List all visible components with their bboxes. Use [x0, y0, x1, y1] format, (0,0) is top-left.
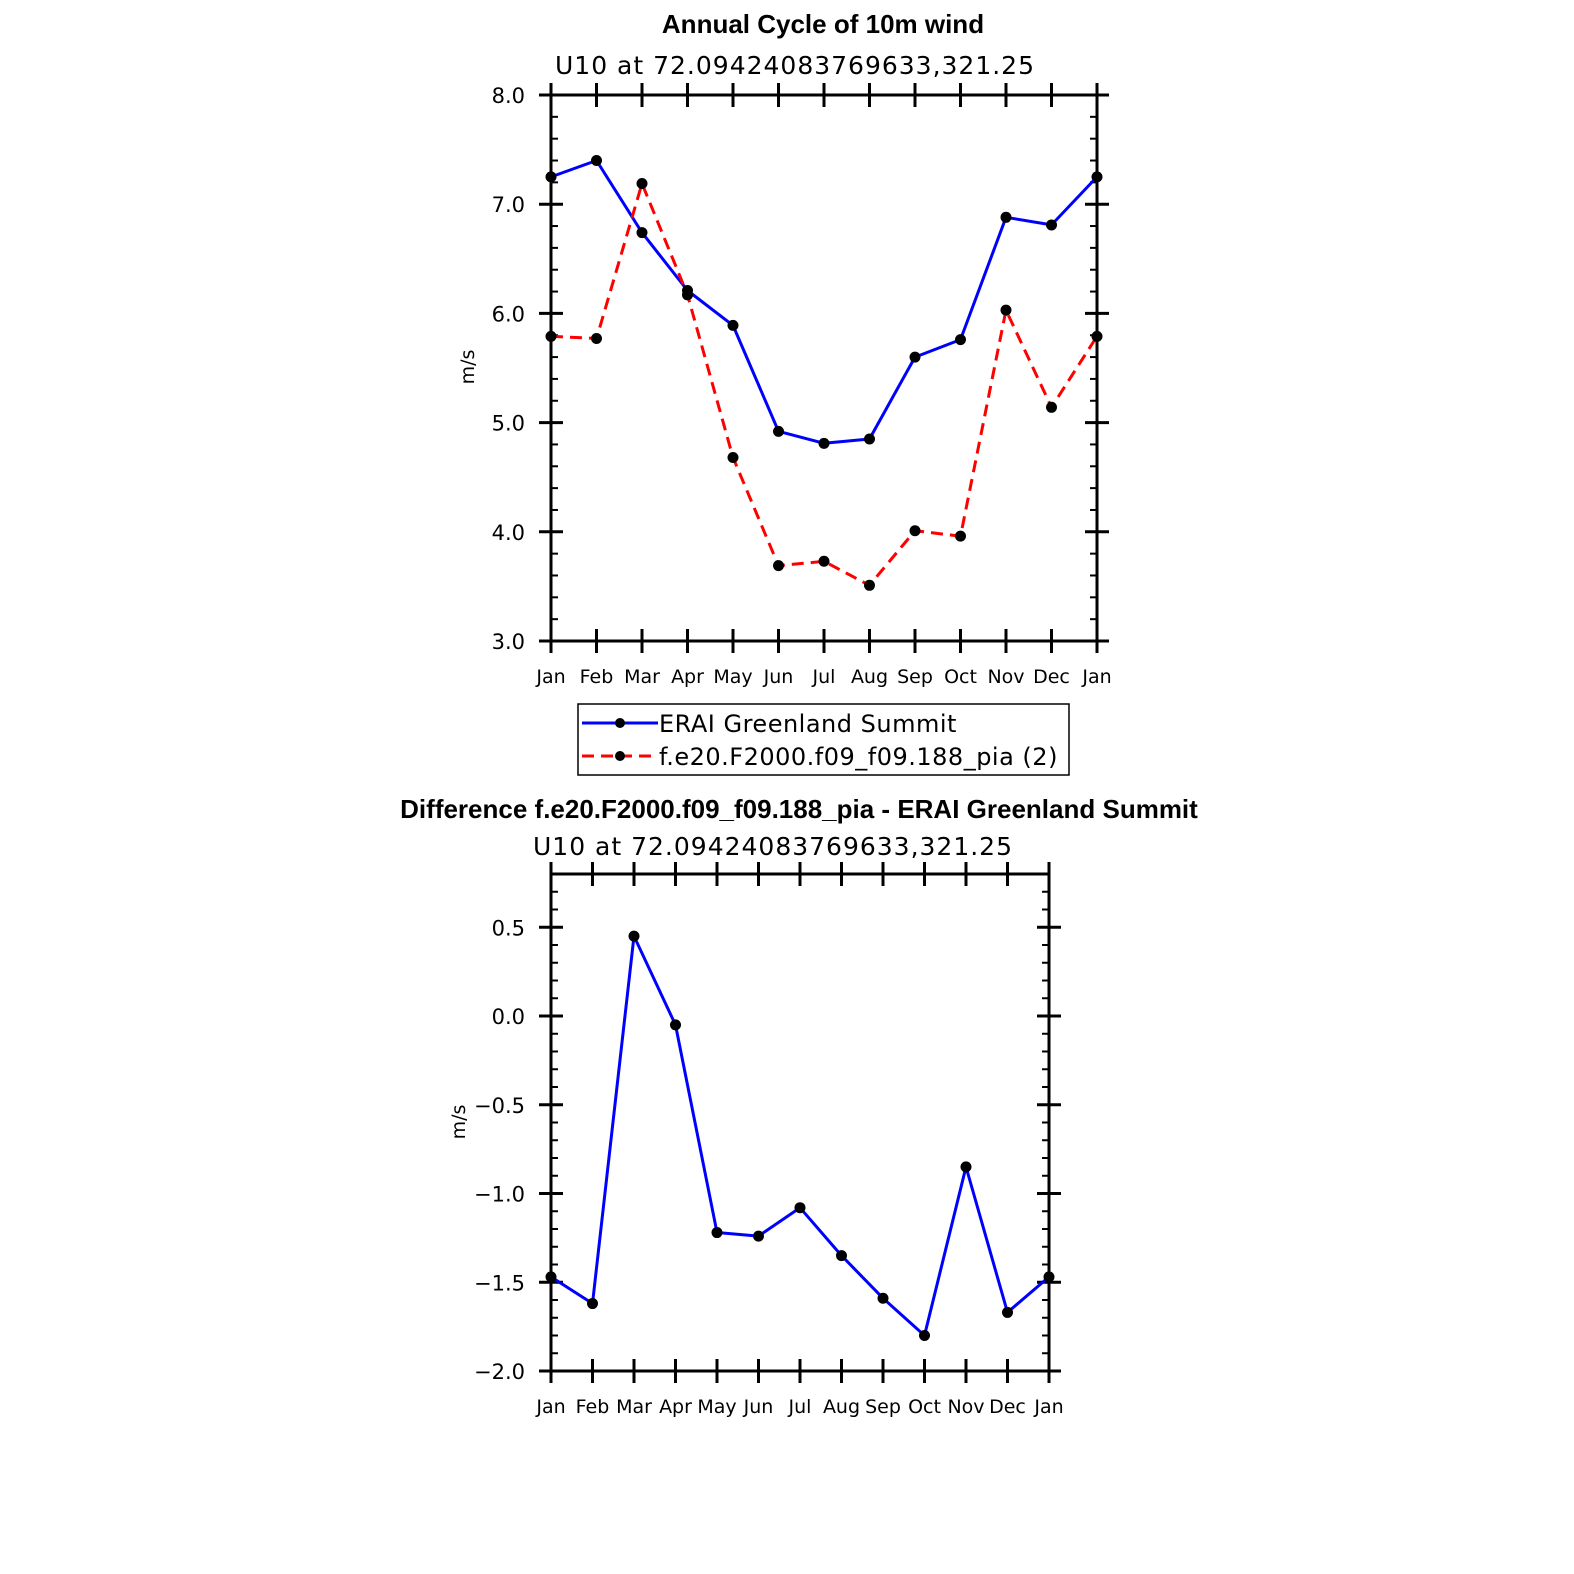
x-tick-label: Jun: [743, 1396, 774, 1418]
plot-frame: [549, 93, 1099, 643]
data-point: [753, 1230, 764, 1242]
x-tick-label: Jul: [812, 666, 836, 688]
data-point: [1046, 219, 1057, 231]
y-axis-label: m/s: [448, 1105, 470, 1140]
difference-chart: Difference f.e20.F2000.f09_f09.188_pia -…: [400, 794, 1198, 1418]
data-point: [818, 555, 830, 567]
x-tick-label: Dec: [1033, 666, 1070, 688]
x-tick-label: Jul: [788, 1396, 812, 1418]
x-tick-label: Jan: [1033, 1396, 1063, 1418]
y-tick-label: 0.0: [492, 1005, 525, 1029]
y-tick-labels: 3.0 4.0 5.0 6.0 7.0 8.0: [492, 84, 525, 654]
data-point: [670, 1019, 681, 1031]
data-point: [636, 227, 648, 239]
x-tick-label: Oct: [944, 666, 977, 688]
y-tick-label: −2.0: [474, 1360, 525, 1384]
y-tick-label: 5.0: [492, 412, 525, 436]
data-point: [877, 1292, 889, 1304]
series-layer: [545, 930, 1055, 1341]
x-tick-label: Nov: [947, 1396, 984, 1418]
axis-ticks: [539, 83, 1109, 653]
legend: ERAI Greenland Summit f.e20.F2000.f09_f0…: [577, 703, 1070, 776]
legend-label-model: f.e20.F2000.f09_f09.188_pia (2): [659, 743, 1058, 771]
legend-marker-model: [615, 751, 625, 761]
data-point: [591, 155, 602, 167]
x-tick-label: Apr: [671, 666, 704, 688]
x-tick-label: Jan: [535, 666, 565, 688]
data-point: [836, 1250, 847, 1262]
legend-label-erai: ERAI Greenland Summit: [659, 710, 957, 738]
x-tick-label: Feb: [580, 666, 614, 688]
series-line-1: [550, 182, 1099, 587]
data-point: [1046, 401, 1057, 413]
chart-subtitle: U10 at 72.09424083769633,321.25: [555, 51, 1035, 80]
y-tick-label: −0.5: [474, 1094, 525, 1118]
y-tick-label: 6.0: [492, 302, 525, 326]
x-tick-label: May: [697, 1396, 736, 1418]
x-tick-label: Oct: [908, 1396, 941, 1418]
x-tick-label: Feb: [576, 1396, 610, 1418]
x-tick-label: Nov: [987, 666, 1024, 688]
x-tick-label: Jun: [763, 666, 794, 688]
data-point: [909, 525, 921, 537]
x-tick-label: Aug: [851, 666, 888, 688]
data-point: [628, 930, 640, 942]
series-layer: [545, 155, 1103, 591]
y-tick-label: 7.0: [492, 193, 525, 217]
plot-frame: [549, 872, 1051, 1373]
data-point: [773, 560, 784, 572]
x-tick-label: Mar: [616, 1396, 652, 1418]
x-tick-label: Dec: [989, 1396, 1026, 1418]
data-point: [1000, 211, 1012, 223]
data-point: [1002, 1306, 1013, 1318]
data-point: [794, 1202, 806, 1214]
data-point: [1000, 304, 1012, 316]
data-point: [727, 452, 739, 464]
x-tick-labels: Jan Feb Mar Apr May Jun Jul Aug Sep Oct Nov Dec Jan: [535, 666, 1111, 688]
data-point: [960, 1161, 972, 1173]
y-tick-label: −1.5: [474, 1271, 525, 1295]
x-tick-label: Aug: [823, 1396, 860, 1418]
legend-marker-erai: [615, 718, 625, 728]
x-tick-labels: Jan Feb Mar Apr May Jun Jul Aug Sep Oct Nov Dec Jan: [535, 1396, 1063, 1418]
data-point: [955, 334, 966, 346]
series-line-0: [550, 934, 1050, 1337]
data-point: [864, 433, 875, 445]
data-point: [909, 351, 921, 363]
data-point: [864, 579, 875, 591]
y-tick-label: 8.0: [492, 84, 525, 108]
y-tick-label: −1.0: [474, 1183, 525, 1207]
axis-ticks: [539, 862, 1061, 1383]
x-tick-label: Sep: [897, 666, 933, 688]
annual-cycle-chart: Annual Cycle of 10m wind U10 at 72.09424…: [457, 9, 1112, 776]
data-point: [773, 425, 784, 437]
data-point: [919, 1330, 930, 1341]
y-axis-label: m/s: [457, 350, 479, 385]
x-tick-label: Jan: [1081, 666, 1111, 688]
x-tick-label: Jan: [535, 1396, 565, 1418]
series-line-0: [550, 159, 1099, 445]
data-point: [711, 1227, 723, 1239]
data-point: [591, 333, 602, 345]
chart-title: Annual Cycle of 10m wind: [662, 9, 984, 39]
chart-title: Difference f.e20.F2000.f09_f09.188_pia -…: [400, 794, 1198, 824]
data-point: [636, 177, 648, 189]
x-tick-label: May: [713, 666, 752, 688]
data-point: [955, 530, 966, 542]
y-tick-labels: −2.0 −1.5 −1.0 −0.5 0.0 0.5: [474, 916, 525, 1384]
data-point: [682, 289, 693, 301]
x-tick-label: Mar: [624, 666, 660, 688]
legend-box: [577, 703, 1070, 776]
y-tick-label: 4.0: [492, 521, 525, 545]
data-point: [727, 319, 739, 331]
data-point: [587, 1298, 598, 1310]
y-tick-label: 3.0: [492, 630, 525, 654]
x-tick-label: Apr: [659, 1396, 692, 1418]
data-point: [818, 437, 830, 449]
chart-subtitle: U10 at 72.09424083769633,321.25: [533, 832, 1013, 861]
y-tick-label: 0.5: [492, 916, 525, 940]
x-tick-label: Sep: [865, 1396, 901, 1418]
